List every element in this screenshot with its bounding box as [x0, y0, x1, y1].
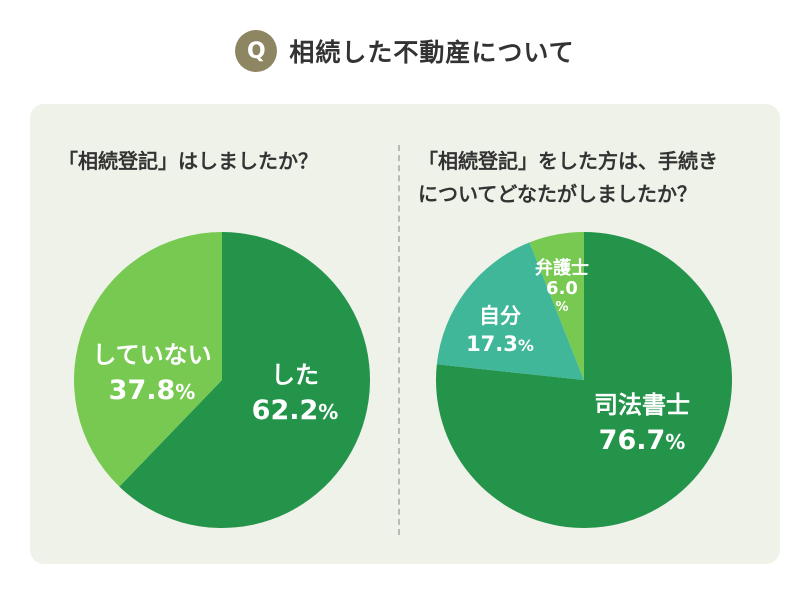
slice-value-number: 37.8 [109, 375, 176, 406]
slice-value: 76.7% [599, 425, 686, 456]
slice-value-number: 6.0 [546, 278, 578, 299]
page-title: 相続した不動産について [289, 38, 575, 67]
slice-value-number: 76.7 [599, 425, 666, 456]
slice-value-unit: % [318, 400, 338, 424]
left-chart-title: 「相続登記」はしましたか？ [58, 149, 318, 173]
slice-value-unit: % [555, 300, 568, 315]
slice-label: した [271, 361, 319, 389]
slice-value-unit: % [175, 380, 195, 404]
slice-label: 弁護士 [535, 257, 589, 279]
slice-value: 62.2% [252, 395, 339, 426]
left-chart-question: 「相続登記」はしましたか？ [58, 145, 318, 178]
slice-value: 17.3% [466, 332, 534, 356]
slice-value-unit: % [665, 430, 685, 454]
slice-value: 6.0 [546, 278, 578, 299]
slice-label: していない [92, 341, 211, 369]
slice-label: 司法書士 [594, 391, 690, 419]
pie-slice-1 [119, 232, 370, 528]
slice-label: 自分 [479, 304, 521, 328]
pie-slice-2 [436, 242, 584, 380]
panel-divider [398, 145, 400, 535]
pie-chart-inheritance-registration: した 62.2% していない 37.8% [74, 232, 370, 528]
slice-value: 37.8% [109, 375, 196, 406]
slice-value-number: 62.2 [252, 395, 319, 426]
right-chart-question: 「相続登記」をした方は、手続き についてどなたがしましたか？ [418, 145, 718, 211]
pie-slice-2 [74, 232, 222, 487]
slice-value-unit: % [518, 336, 534, 355]
pie-slice-3 [529, 232, 584, 380]
q-badge: Q [235, 30, 278, 72]
chart-header: Q 相続した不動産について [0, 30, 810, 72]
right-chart-title-line-1: 「相続登記」をした方は、手続き [418, 149, 718, 173]
pie-slice-1 [436, 232, 733, 529]
slice-value-number: 17.3 [466, 332, 518, 356]
right-chart-title-line-2: についてどなたがしましたか？ [418, 182, 697, 206]
